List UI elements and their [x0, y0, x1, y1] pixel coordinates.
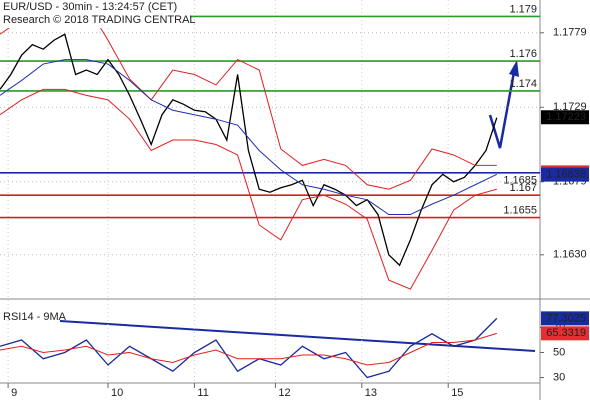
- y-tick-label: 1.1630: [553, 249, 587, 261]
- price-tag: [541, 167, 589, 182]
- indicator-line: [0, 317, 498, 379]
- indicator-line: [0, 332, 497, 366]
- indicator-line: [0, 59, 498, 216]
- price-tag: [541, 311, 589, 326]
- price-tag: [541, 326, 589, 341]
- level-label: 1.179: [509, 3, 537, 15]
- price-tag-label: 65.3319: [546, 327, 586, 339]
- x-tick-label: 11: [197, 387, 208, 399]
- forecast-arrowhead: [509, 60, 519, 77]
- price-line: [0, 33, 498, 267]
- y-tick-label: 50: [553, 346, 565, 358]
- x-tick-label: 12: [278, 387, 290, 399]
- price-tag: [541, 110, 589, 125]
- indicator-line: [0, 88, 497, 290]
- x-tick-label: 9: [11, 387, 17, 399]
- price-tag-label: 77.3025: [546, 312, 586, 324]
- chart-title: EUR/USD - 30min - 13:24:57 (CET): [3, 1, 177, 13]
- x-tick-label: 13: [365, 387, 377, 399]
- panel-title: RSI14 - 9MA: [3, 311, 67, 323]
- x-tick-label: 15: [451, 387, 463, 399]
- y-tick-label: 1.1779: [553, 27, 587, 39]
- price-tag-label: 1.16838: [546, 169, 586, 181]
- forecast-arrow: [488, 71, 516, 149]
- level-label: 1.167: [509, 182, 537, 194]
- price-tag-label: 1.17223: [546, 111, 586, 123]
- level-label: 1.1685: [503, 175, 537, 187]
- y-tick-label: 30: [553, 371, 565, 383]
- level-label: 1.176: [509, 48, 537, 60]
- y-tick-label: 1.1729: [553, 101, 587, 113]
- x-tick-label: 10: [111, 387, 123, 399]
- title-bg: [0, 0, 190, 28]
- level-label: 1.174: [509, 78, 537, 90]
- chart-subtitle: Research © 2018 TRADING CENTRAL: [3, 14, 196, 26]
- level-label: 1.1655: [503, 204, 537, 216]
